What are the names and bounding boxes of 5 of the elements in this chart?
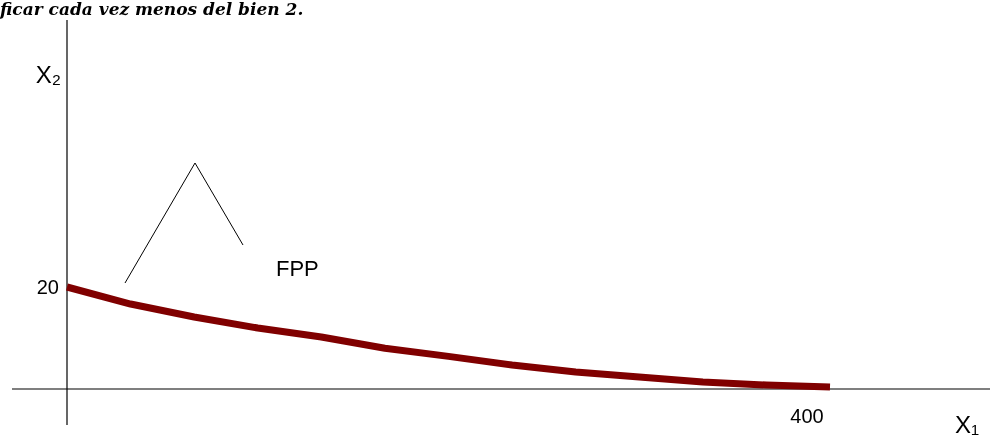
x-axis-title: X₁	[955, 411, 980, 438]
text: FPP	[276, 256, 319, 281]
text: X₂	[35, 61, 61, 88]
text: 400	[790, 405, 824, 427]
annotation: 20	[36, 276, 59, 298]
